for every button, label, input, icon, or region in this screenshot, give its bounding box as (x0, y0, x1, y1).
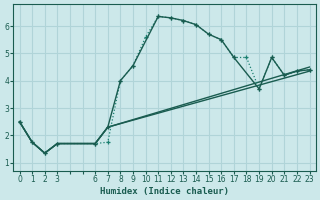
X-axis label: Humidex (Indice chaleur): Humidex (Indice chaleur) (100, 187, 229, 196)
